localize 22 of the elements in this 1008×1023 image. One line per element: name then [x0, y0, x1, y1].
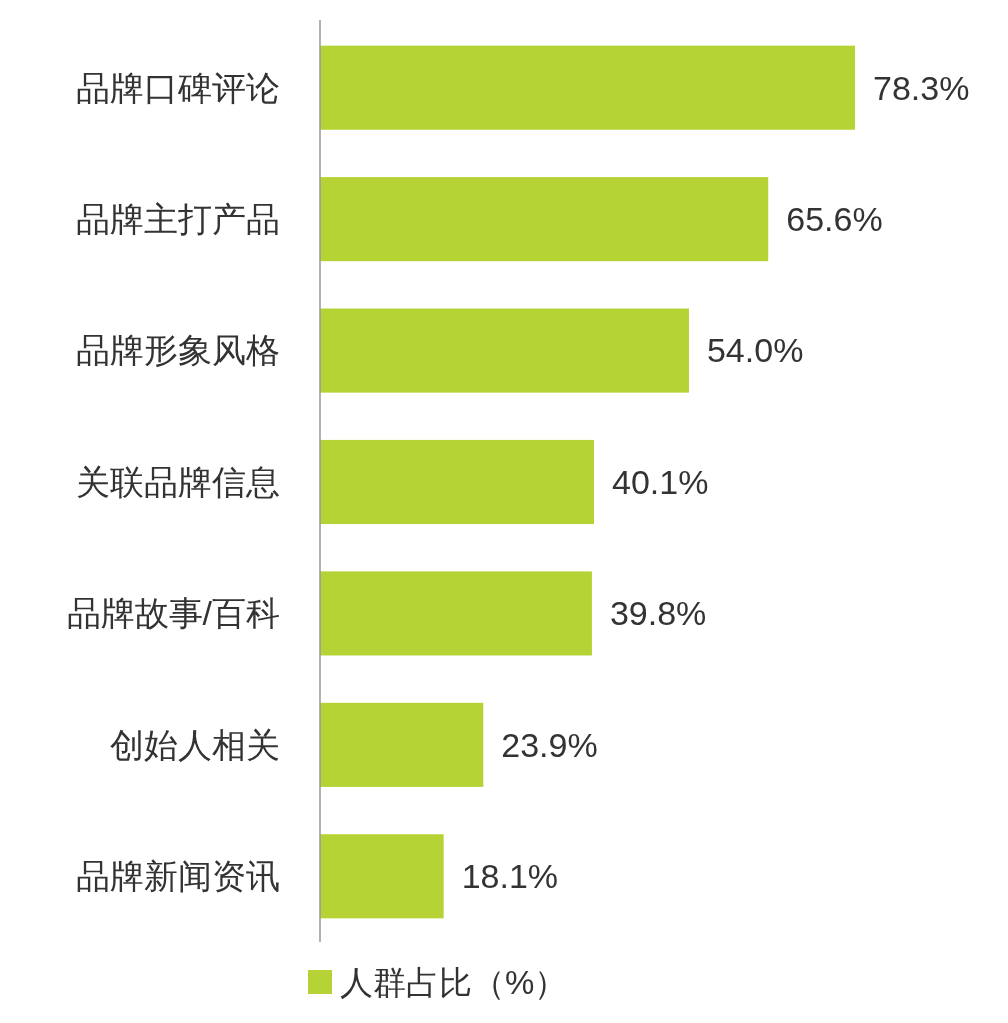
data-label: 65.6% [786, 200, 883, 239]
y-tick-label: 品牌新闻资讯 [76, 857, 280, 896]
bar [320, 439, 594, 525]
y-tick-label: 品牌口碑评论 [76, 68, 280, 107]
data-label: 23.9% [501, 725, 598, 764]
bar [320, 834, 444, 919]
data-label: 40.1% [611, 462, 709, 501]
bar [320, 571, 592, 656]
bar [320, 308, 689, 393]
data-label: 54.0% [706, 331, 804, 370]
y-tick-label: 品牌主打产品 [76, 200, 280, 239]
data-label: 78.3% [873, 68, 970, 107]
bar [320, 702, 484, 787]
bar [320, 177, 769, 262]
y-tick-label: 品牌形象风格 [76, 331, 280, 370]
data-label: 39.8% [609, 594, 707, 633]
y-tick-label: 关联品牌信息 [76, 462, 280, 501]
bar [320, 45, 855, 130]
y-tick-label: 品牌故事/百科 [66, 594, 280, 633]
y-tick-label: 创始人相关 [110, 725, 280, 764]
legend-label: 人群占比（%） [340, 963, 568, 1001]
data-label: 18.1% [461, 857, 559, 896]
